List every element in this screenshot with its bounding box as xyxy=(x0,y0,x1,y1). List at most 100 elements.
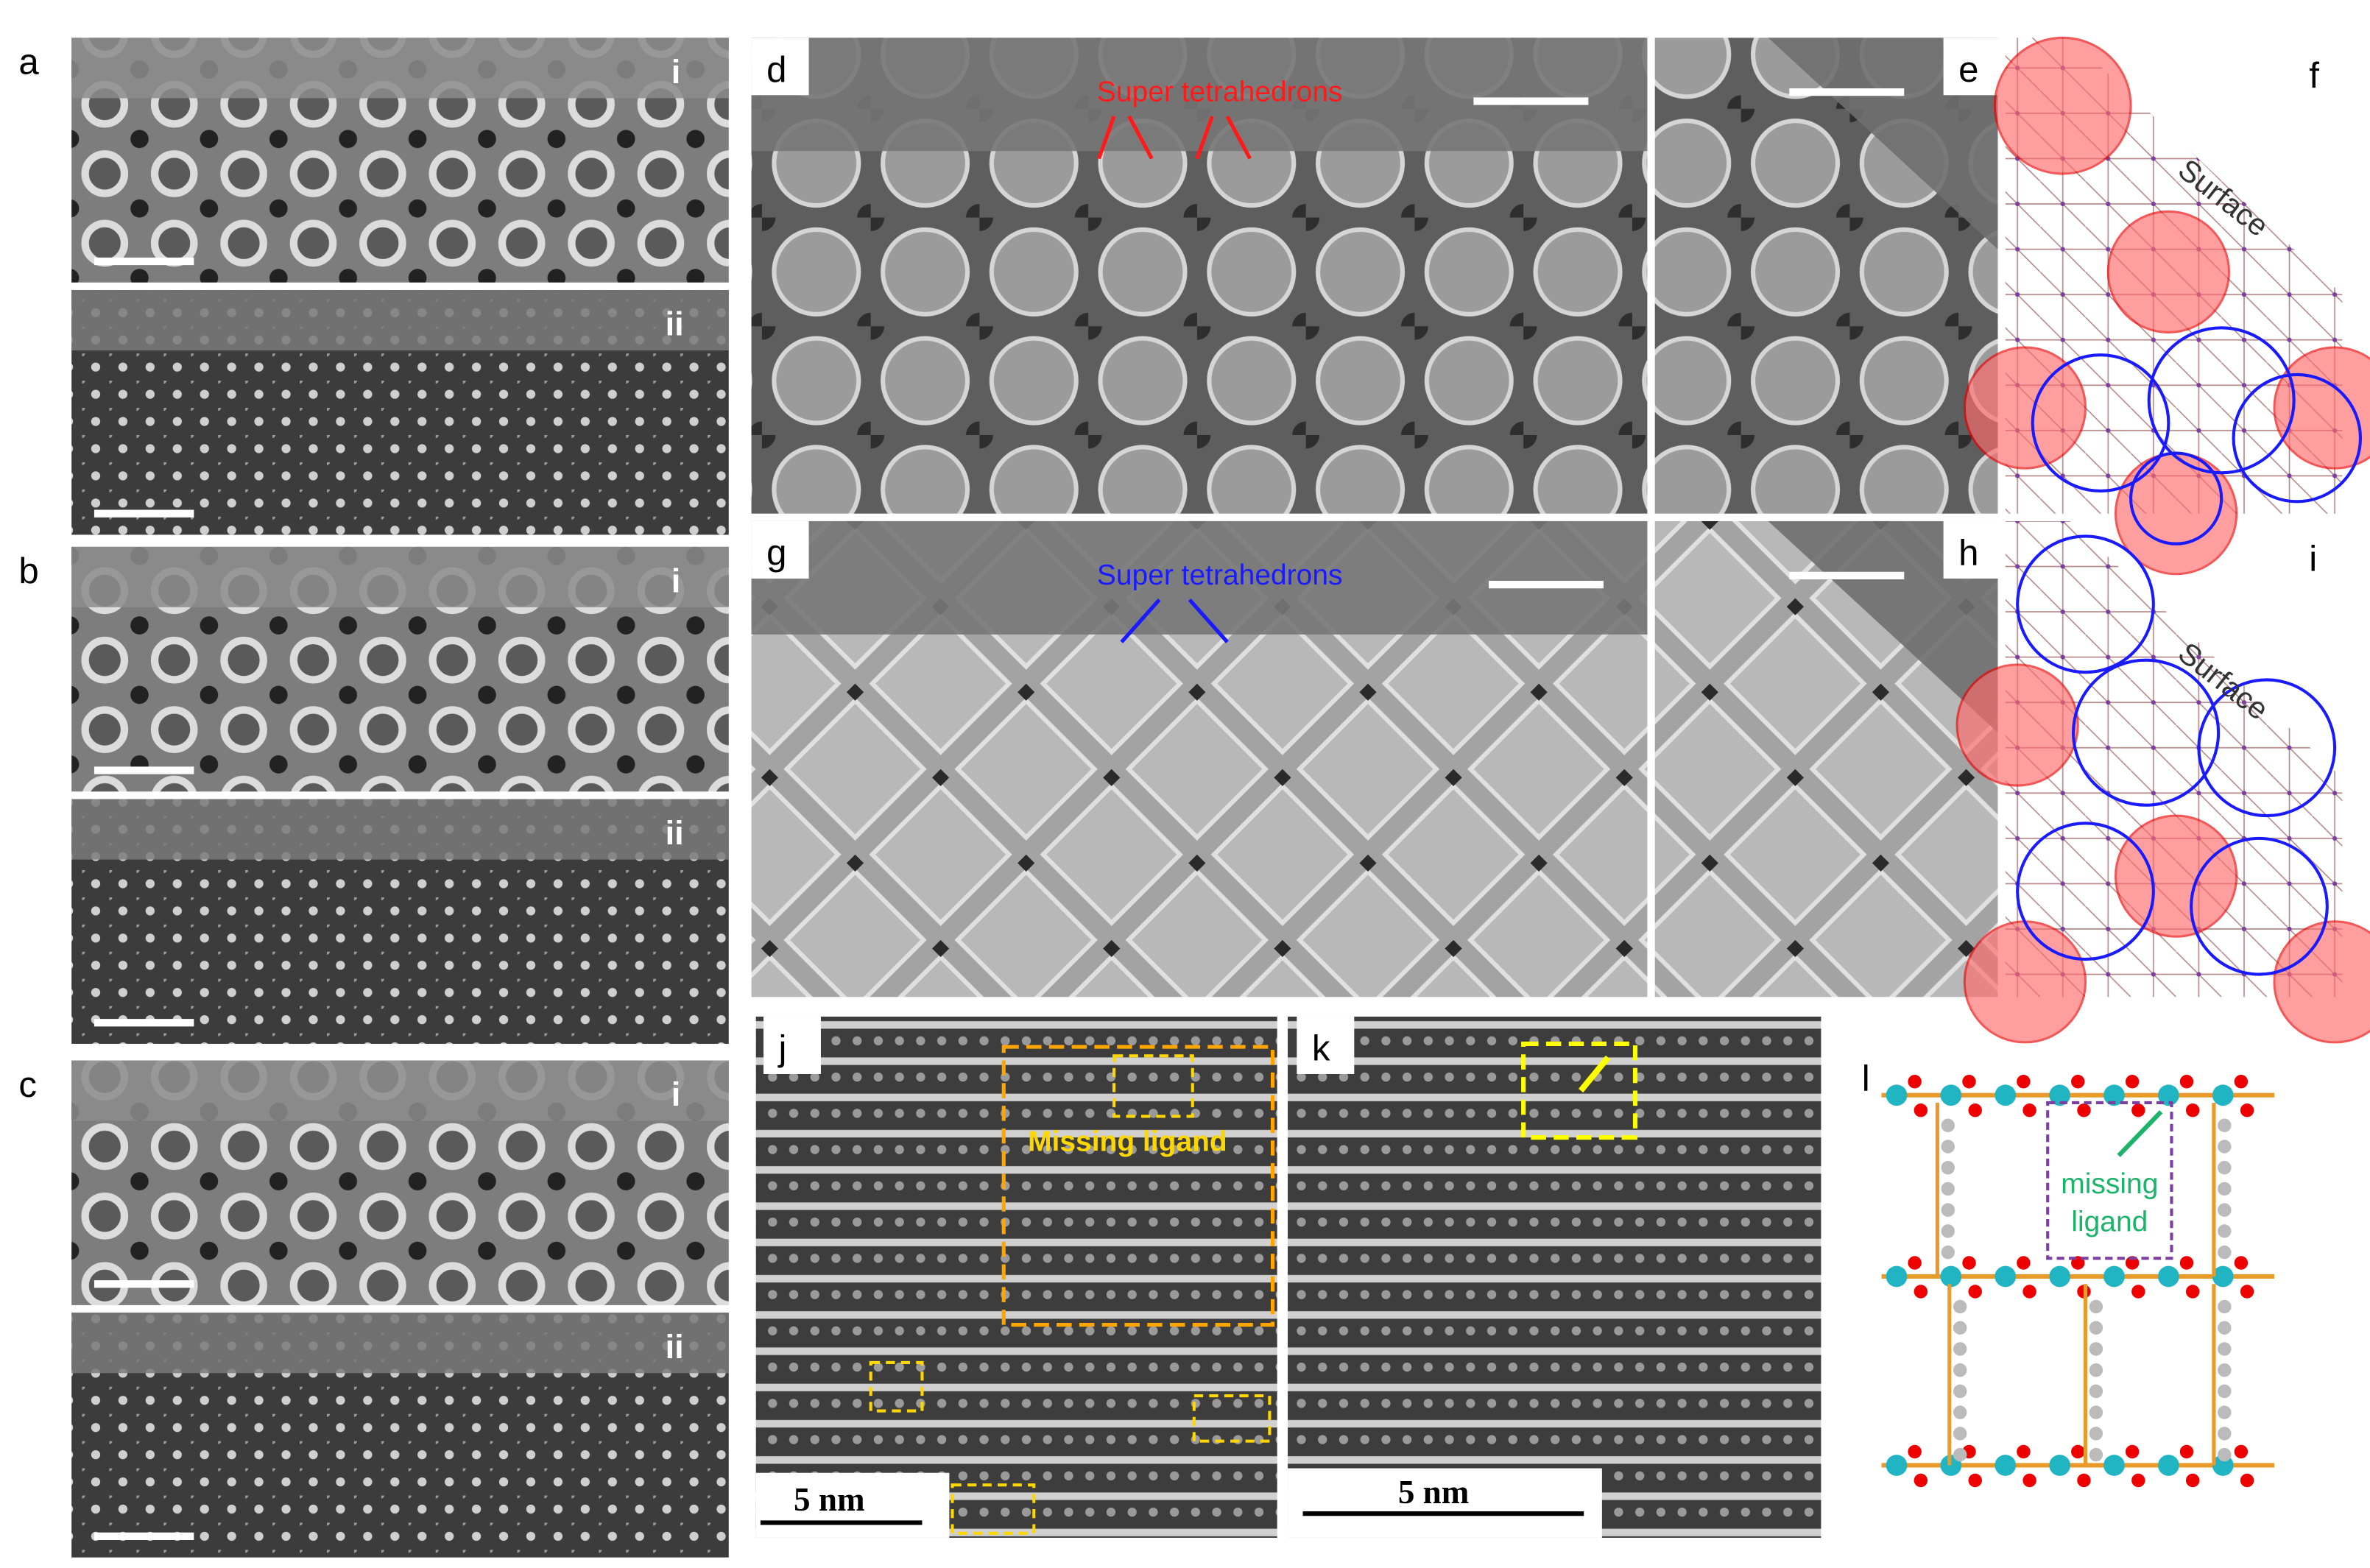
oxygen-atom xyxy=(1908,1256,1922,1270)
oxygen-atom xyxy=(2240,1473,2254,1488)
carbon-atom xyxy=(1941,1203,1955,1217)
metal-atom xyxy=(1886,1084,1908,1106)
carbon-atom xyxy=(2218,1224,2232,1238)
carbon-atom xyxy=(1953,1447,1967,1462)
oxygen-atom xyxy=(2131,1473,2145,1488)
oxygen-atom xyxy=(2022,1473,2036,1488)
carbon-atom xyxy=(1953,1384,1967,1399)
carbon-atom xyxy=(1953,1363,1967,1377)
carbon-atom xyxy=(1941,1182,1955,1196)
oxygen-atom xyxy=(1914,1473,1928,1488)
sub-label: i xyxy=(671,1076,681,1113)
label-box xyxy=(1943,520,2001,579)
sub-label: i xyxy=(671,53,681,91)
arrow xyxy=(1097,116,1116,160)
carbon-atom xyxy=(2218,1299,2232,1314)
cage xyxy=(2129,451,2223,545)
carbon-atom xyxy=(2218,1140,2232,1154)
panel-label: l xyxy=(1862,1059,1870,1099)
defect-box xyxy=(1192,1394,1272,1443)
amorphous-layer xyxy=(71,38,729,99)
amorphous-layer xyxy=(71,289,729,351)
scale-label: 5 nm xyxy=(1398,1474,1470,1511)
metal-atom xyxy=(2158,1455,2179,1476)
carbon-atom xyxy=(2218,1160,2232,1175)
panel-label: g xyxy=(766,532,786,573)
carbon-atom xyxy=(2218,1342,2232,1356)
metal-atom xyxy=(1886,1455,1908,1476)
carbon-atom xyxy=(2218,1203,2232,1217)
arrow xyxy=(1188,598,1229,643)
pore xyxy=(1993,36,2132,175)
carbon-atom xyxy=(1941,1140,1955,1154)
metal-atom xyxy=(2158,1265,2179,1288)
carbon-atom xyxy=(2218,1363,2232,1377)
defect-box xyxy=(1521,1041,1638,1140)
oxygen-atom xyxy=(2234,1075,2249,1089)
oxygen-atom xyxy=(2179,1075,2194,1089)
oxygen-atom xyxy=(1968,1473,1982,1488)
framework xyxy=(2005,520,2343,997)
arrow xyxy=(1578,1055,1611,1093)
cage xyxy=(2190,836,2329,976)
oxygen-atom xyxy=(2185,1285,2200,1299)
oxygen-atom xyxy=(1914,1103,1928,1117)
carbon-atom xyxy=(1941,1160,1955,1175)
carbon-atom xyxy=(2218,1182,2232,1196)
oxygen-atom xyxy=(2077,1103,2091,1117)
sub-label: ii xyxy=(666,1328,684,1366)
oxygen-atom xyxy=(1908,1075,1922,1089)
carbon-atom xyxy=(2089,1321,2103,1335)
label-box xyxy=(763,1017,821,1074)
annotation: Missing ligand xyxy=(1028,1126,1227,1158)
carbon-atom xyxy=(1941,1118,1955,1132)
surface-layer xyxy=(751,38,1648,152)
panel-label: d xyxy=(766,49,786,90)
metal-atom xyxy=(2049,1265,2070,1288)
carbon-atom xyxy=(2218,1245,2232,1260)
oxygen-atom xyxy=(2131,1103,2145,1117)
metal-atom xyxy=(2103,1265,2125,1288)
cage xyxy=(2016,822,2155,961)
pore xyxy=(1963,346,2087,470)
metal-atom xyxy=(1995,1455,2017,1476)
cage xyxy=(2072,658,2221,807)
metal-atom xyxy=(1940,1084,1962,1106)
oxygen-atom xyxy=(2017,1256,2031,1270)
carbon-atom xyxy=(1953,1342,1967,1356)
label-box xyxy=(1297,1017,1355,1074)
arrow xyxy=(1120,598,1161,643)
pore xyxy=(2106,210,2230,333)
carbon-atom xyxy=(2089,1384,2103,1399)
metal-atom xyxy=(2049,1455,2070,1476)
arrow xyxy=(1225,115,1252,160)
carbon-atom xyxy=(2218,1405,2232,1419)
panel-label: i xyxy=(2309,539,2317,579)
oxygen-atom xyxy=(1968,1285,1982,1299)
pore xyxy=(2273,346,2370,470)
oxygen-atom xyxy=(2179,1444,2194,1459)
carbon-atom xyxy=(1953,1299,1967,1314)
highlight-box xyxy=(1001,1045,1275,1327)
pore xyxy=(2115,814,2238,938)
annotation: missing xyxy=(2061,1168,2158,1200)
carbon-atom xyxy=(2089,1299,2103,1314)
oxygen-atom xyxy=(2077,1473,2091,1488)
arrow xyxy=(1127,115,1154,160)
amorphous-layer xyxy=(71,1313,729,1374)
oxygen-atom xyxy=(2125,1075,2140,1089)
carbon-atom xyxy=(1953,1405,1967,1419)
oxygen-atom xyxy=(2240,1285,2254,1299)
panel-label: k xyxy=(1312,1028,1330,1069)
missing-box xyxy=(2046,1101,2173,1260)
oxygen-atom xyxy=(2071,1444,2085,1459)
cage xyxy=(2031,353,2170,492)
panel-label: c xyxy=(18,1064,37,1105)
carbon-atom xyxy=(2218,1384,2232,1399)
panel-label: e xyxy=(1958,49,1978,90)
carbon-atom xyxy=(1953,1321,1967,1335)
metal-atom xyxy=(1940,1265,1962,1288)
defect-box xyxy=(869,1360,924,1413)
metal-atom xyxy=(1886,1265,1908,1288)
scale-label: 5 nm xyxy=(794,1481,865,1518)
